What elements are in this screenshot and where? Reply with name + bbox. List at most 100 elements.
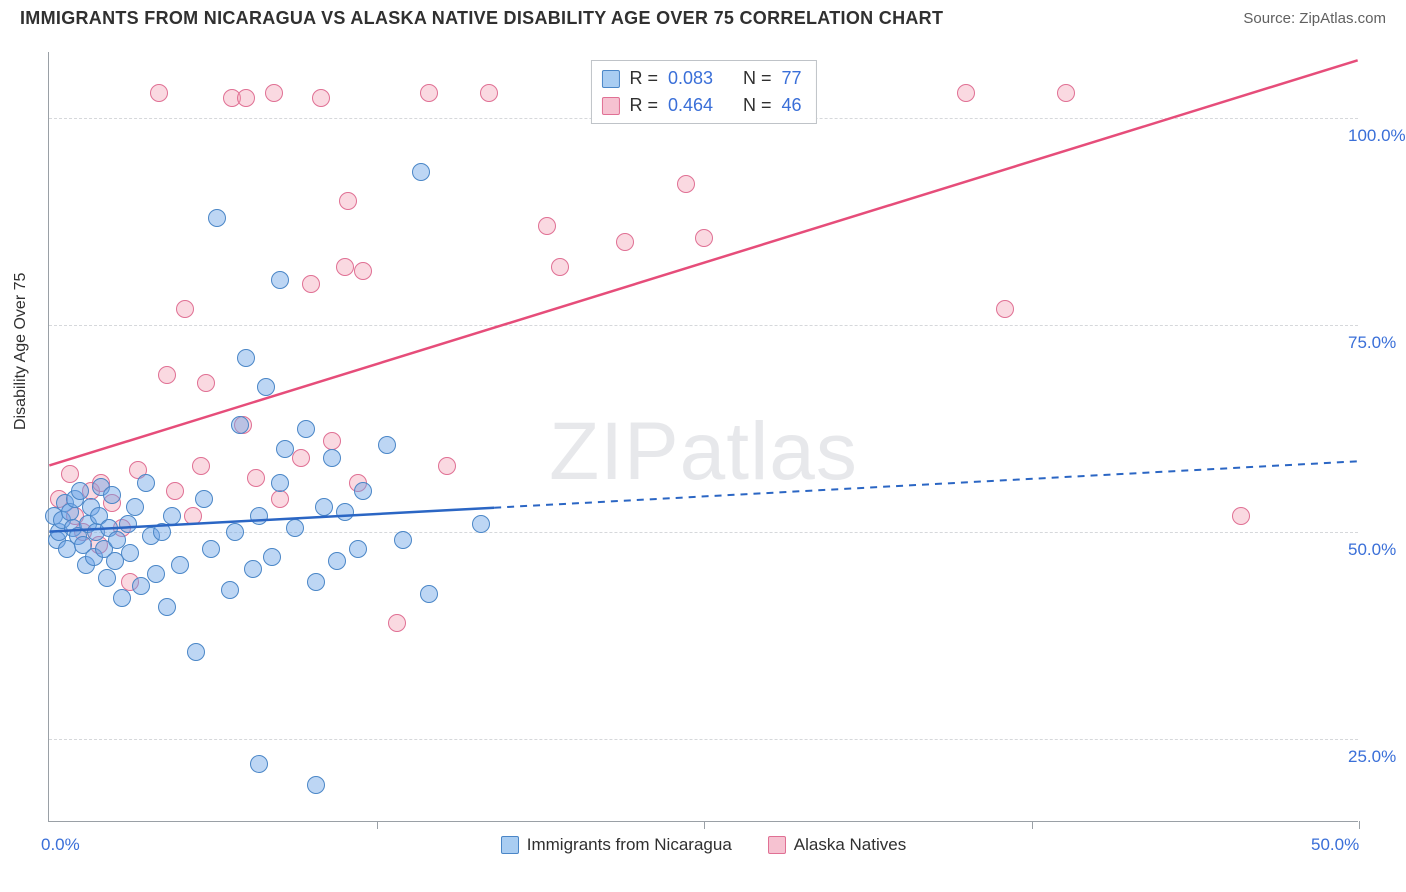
n-label: N = — [743, 65, 772, 92]
scatter-plot: ZIPatlas R = 0.083 N = 77 R = 0.464 N = … — [48, 52, 1358, 822]
data-point-blue — [271, 474, 289, 492]
legend-item-pink: Alaska Natives — [768, 835, 906, 855]
r-label: R = — [629, 92, 658, 119]
data-point-blue — [412, 163, 430, 181]
x-tick — [1032, 821, 1033, 829]
data-point-blue — [187, 643, 205, 661]
data-point-blue — [158, 598, 176, 616]
data-point-blue — [328, 552, 346, 570]
data-point-blue — [171, 556, 189, 574]
data-point-blue — [163, 507, 181, 525]
data-point-pink — [237, 89, 255, 107]
gridline-h — [49, 739, 1358, 740]
x-tick-label: 50.0% — [1311, 835, 1359, 855]
data-point-blue — [147, 565, 165, 583]
data-point-blue — [244, 560, 262, 578]
data-point-blue — [132, 577, 150, 595]
watermark: ZIPatlas — [549, 405, 858, 499]
r-value-pink: 0.464 — [668, 92, 713, 119]
data-point-blue — [208, 209, 226, 227]
data-point-pink — [480, 84, 498, 102]
data-point-pink — [176, 300, 194, 318]
data-point-blue — [394, 531, 412, 549]
y-tick-label: 25.0% — [1348, 747, 1406, 767]
data-point-blue — [271, 271, 289, 289]
data-point-pink — [339, 192, 357, 210]
data-point-blue — [378, 436, 396, 454]
data-point-pink — [336, 258, 354, 276]
data-point-blue — [257, 378, 275, 396]
data-point-pink — [957, 84, 975, 102]
data-point-blue — [126, 498, 144, 516]
x-tick — [1359, 821, 1360, 829]
data-point-pink — [1232, 507, 1250, 525]
data-point-pink — [197, 374, 215, 392]
data-point-pink — [616, 233, 634, 251]
data-point-pink — [551, 258, 569, 276]
data-point-blue — [202, 540, 220, 558]
data-point-blue — [323, 449, 341, 467]
n-label: N = — [743, 92, 772, 119]
r-value-blue: 0.083 — [668, 65, 713, 92]
data-point-blue — [119, 515, 137, 533]
data-point-blue — [237, 349, 255, 367]
data-point-blue — [221, 581, 239, 599]
series-legend: Immigrants from Nicaragua Alaska Natives — [49, 835, 1358, 855]
data-point-pink — [150, 84, 168, 102]
legend-label-pink: Alaska Natives — [794, 835, 906, 855]
data-point-pink — [354, 262, 372, 280]
data-point-pink — [192, 457, 210, 475]
data-point-blue — [315, 498, 333, 516]
swatch-pink-icon — [768, 836, 786, 854]
data-point-pink — [247, 469, 265, 487]
data-point-blue — [250, 507, 268, 525]
data-point-blue — [263, 548, 281, 566]
data-point-pink — [166, 482, 184, 500]
data-point-blue — [297, 420, 315, 438]
data-point-pink — [292, 449, 310, 467]
data-point-pink — [388, 614, 406, 632]
data-point-blue — [276, 440, 294, 458]
gridline-h — [49, 532, 1358, 533]
r-label: R = — [629, 65, 658, 92]
data-point-pink — [184, 507, 202, 525]
data-point-blue — [286, 519, 304, 537]
data-point-blue — [472, 515, 490, 533]
data-point-blue — [250, 755, 268, 773]
legend-label-blue: Immigrants from Nicaragua — [527, 835, 732, 855]
y-tick-label: 50.0% — [1348, 540, 1406, 560]
data-point-pink — [1057, 84, 1075, 102]
data-point-pink — [695, 229, 713, 247]
n-value-pink: 46 — [782, 92, 802, 119]
y-tick-label: 75.0% — [1348, 333, 1406, 353]
source-label: Source: — [1243, 10, 1299, 27]
data-point-blue — [231, 416, 249, 434]
data-point-pink — [996, 300, 1014, 318]
source-name: ZipAtlas.com — [1299, 10, 1386, 27]
stats-row-pink: R = 0.464 N = 46 — [601, 92, 801, 119]
data-point-pink — [677, 175, 695, 193]
data-point-blue — [137, 474, 155, 492]
stats-legend: R = 0.083 N = 77 R = 0.464 N = 46 — [590, 60, 816, 124]
data-point-pink — [271, 490, 289, 508]
data-point-blue — [349, 540, 367, 558]
data-point-pink — [302, 275, 320, 293]
data-point-pink — [538, 217, 556, 235]
data-point-blue — [121, 544, 139, 562]
data-point-blue — [113, 589, 131, 607]
data-point-pink — [438, 457, 456, 475]
data-point-blue — [226, 523, 244, 541]
x-tick-label: 0.0% — [41, 835, 80, 855]
stats-row-blue: R = 0.083 N = 77 — [601, 65, 801, 92]
n-value-blue: 77 — [782, 65, 802, 92]
y-tick-label: 100.0% — [1348, 126, 1406, 146]
y-axis-label: Disability Age Over 75 — [12, 273, 30, 430]
data-point-blue — [153, 523, 171, 541]
data-point-pink — [312, 89, 330, 107]
data-point-blue — [307, 573, 325, 591]
swatch-blue-icon — [501, 836, 519, 854]
data-point-blue — [336, 503, 354, 521]
data-point-pink — [323, 432, 341, 450]
data-point-blue — [307, 776, 325, 794]
gridline-h — [49, 325, 1358, 326]
